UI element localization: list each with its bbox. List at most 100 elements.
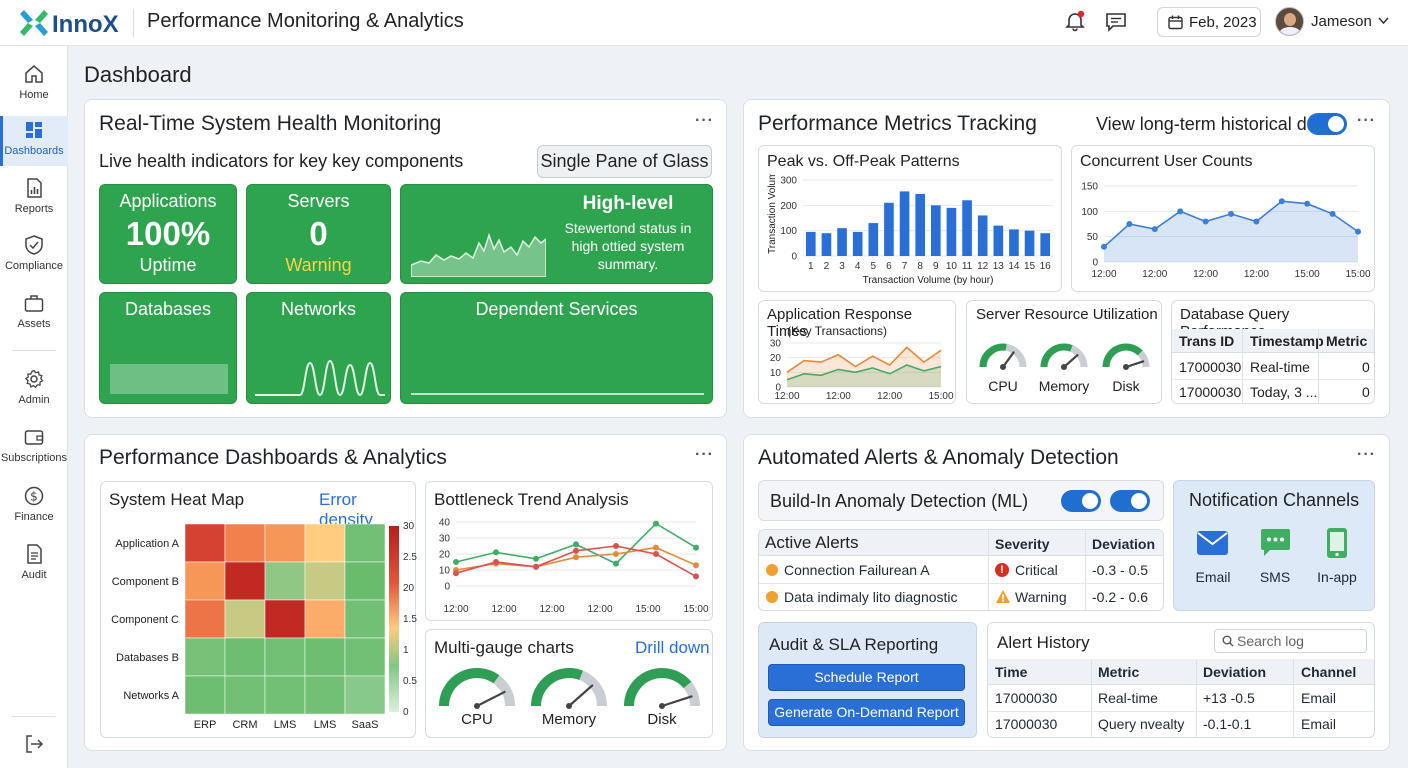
sidebar-item-assets[interactable]: Assets [0,289,68,339]
channel-email[interactable]: Email [1188,527,1238,587]
top-bar: InnoX Performance Monitoring & Analytics… [0,0,1408,46]
mobile-icon [1327,528,1347,558]
scale-label: 0.5 [403,676,417,687]
bar [852,231,863,256]
db-query-card: Database Query Performance Trans ID Time… [1171,300,1375,404]
channel-sms[interactable]: SMS [1250,527,1300,587]
scale-label: 20 [403,583,415,594]
y-tick-label: 100 [1081,207,1098,218]
warning-dot-icon [766,564,778,576]
row-label: Component C [111,614,179,626]
sidebar-item-subscriptions[interactable]: Subscriptions [0,423,68,473]
x-tick-label: 11 [962,261,973,272]
drill-down-link[interactable]: Drill down [635,638,710,657]
bar [837,228,847,256]
servers-tile[interactable]: Servers 0 Warning [246,184,391,284]
sidebar-item-compliance[interactable]: Compliance [0,231,68,281]
data-point [693,562,699,569]
search-input[interactable] [1237,632,1362,650]
warning-triangle-icon: ! [996,590,1010,604]
data-point [573,547,579,554]
y-tick-label: 300 [780,176,797,187]
single-pane-badge[interactable]: Single Pane of Glass [537,145,712,178]
user-menu[interactable]: Jameson [1275,6,1395,38]
db-level-bar [110,364,228,394]
x-tick-label: 15:00 [635,604,660,615]
table-cell: Query nvealty [1098,716,1185,732]
column-header: Severity [995,536,1050,552]
bar [806,231,816,256]
sidebar-item-audit[interactable]: Audit [0,540,68,590]
gauge-fill [1102,343,1143,368]
sidebar-item-reports[interactable]: Reports [0,174,68,224]
x-tick-label: 15:00 [1295,269,1320,280]
networks-tile[interactable]: Networks [246,292,391,404]
series-area [787,365,941,387]
scale-label: 30 [403,521,415,532]
data-point [613,543,619,549]
card-title: Alert History [997,633,1090,652]
more-options-icon[interactable]: ··· [695,112,714,129]
anomaly-card: Build-In Anomaly Detection (ML) [758,480,1164,521]
column-header: Trans ID [1179,333,1235,349]
data-point [653,544,659,551]
active-alerts-card: Active Alerts Severity Deviation Connect… [758,529,1164,611]
more-options-icon[interactable]: ··· [695,446,714,463]
anomaly-toggle-2[interactable] [1110,490,1150,512]
data-point [1253,218,1260,225]
multi-gauges: CPU Memory Disk [439,668,700,728]
avatar [1275,7,1304,36]
applications-tile[interactable]: Applications 100% Uptime [99,184,237,284]
series-line [786,346,942,373]
bell-icon[interactable] [1064,10,1086,32]
databases-tile[interactable]: Databases [99,292,237,404]
x-tick-label: 7 [902,261,908,272]
card-title: Concurrent User Counts [1080,153,1253,170]
x-tick-label: 12:00 [877,391,902,402]
x-tick-label: 15:00 [1345,269,1370,280]
gauge-label: Disk [1112,378,1140,394]
data-point [533,563,539,570]
logout-icon[interactable] [24,734,44,754]
tile-label: Dependent Services [475,299,638,319]
historical-toggle[interactable] [1307,113,1347,135]
heatmap-cell [224,523,266,563]
chat-icon[interactable] [1105,11,1127,33]
table-cell: 17000030 [1179,359,1242,375]
card-title: Multi-gauge charts [434,638,574,657]
channel-label: Email [1195,569,1231,585]
y-tick-label: 20 [439,550,451,561]
dependent-services-tile[interactable]: Dependent Services [400,292,713,404]
sidebar-item-dashboards[interactable]: Dashboards [0,116,68,166]
email-icon [1197,531,1228,555]
tile-desc: Stewertond status in high ottied system … [564,220,692,272]
more-options-icon[interactable]: ··· [1357,112,1376,129]
server-gauges: CPU Memory Disk [979,343,1150,394]
generate-report-button[interactable]: Generate On-Demand Report [768,699,965,726]
series-area [1104,201,1358,262]
sidebar-item-home[interactable]: Home [0,60,68,110]
x-axis-label: Transaction Volume (by hour) [863,275,994,286]
brand-logo[interactable]: InnoX [20,8,130,38]
x-tick-label: 12 [977,261,989,272]
schedule-report-button[interactable]: Schedule Report [768,664,965,691]
column-header: Deviation [1203,664,1267,680]
heatmap-cell [304,561,346,601]
channel-in-app[interactable]: In-app [1312,527,1362,587]
high-level-tile[interactable]: High-level Stewertond status in high ott… [400,184,713,284]
table-cell: 17000030 [995,690,1058,706]
more-options-icon[interactable]: ··· [1357,446,1376,463]
data-point [1151,226,1158,233]
severity-label: Critical [1015,562,1058,578]
x-tick-label: 5 [871,261,877,272]
date-picker[interactable]: Feb, 2023 [1157,7,1261,37]
sidebar-item-finance[interactable]: $ Finance [0,482,68,532]
search-box[interactable] [1214,629,1367,653]
multigauge-card: Multi-gauge charts Drill down CPU Memory D… [425,629,713,738]
sidebar-item-admin[interactable]: Admin [0,365,68,415]
tile-label: Servers [287,191,350,211]
data-point [653,520,659,527]
heatmap-chart: Application A Component B Component C Datab… [111,521,417,731]
anomaly-toggle-1[interactable] [1061,490,1101,512]
bar [868,223,879,256]
